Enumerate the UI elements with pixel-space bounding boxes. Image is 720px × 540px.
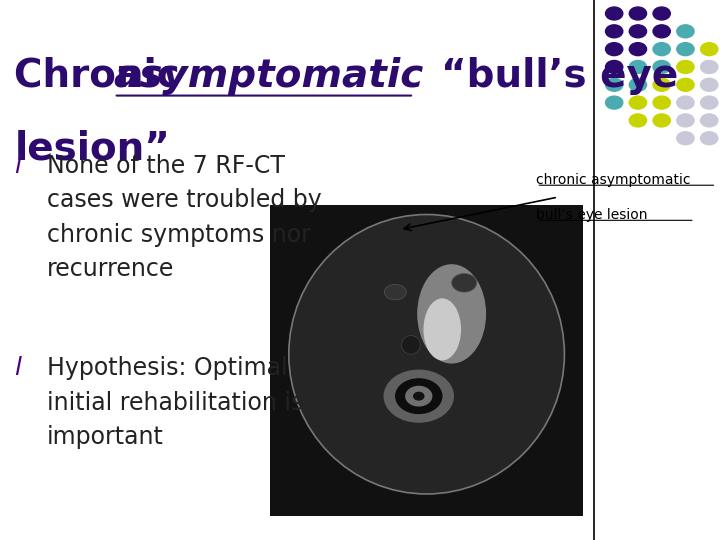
Circle shape [384, 370, 454, 422]
Circle shape [677, 60, 694, 73]
Ellipse shape [384, 285, 406, 300]
Text: Chronic: Chronic [14, 57, 194, 94]
Circle shape [606, 43, 623, 56]
Circle shape [653, 7, 670, 20]
Circle shape [677, 78, 694, 91]
Circle shape [606, 25, 623, 38]
Circle shape [629, 7, 647, 20]
Text: asymptomatic: asymptomatic [114, 57, 424, 94]
Circle shape [653, 96, 670, 109]
Circle shape [653, 60, 670, 73]
Text: l: l [14, 356, 22, 380]
Circle shape [629, 96, 647, 109]
Circle shape [606, 78, 623, 91]
Text: chronic asymptomatic: chronic asymptomatic [536, 173, 691, 187]
Circle shape [653, 114, 670, 127]
Text: Hypothesis: Optimal
initial rehabilitation is
important: Hypothesis: Optimal initial rehabilitati… [47, 356, 303, 449]
Ellipse shape [423, 298, 461, 361]
Circle shape [701, 132, 718, 145]
Circle shape [677, 43, 694, 56]
Text: lesion”: lesion” [14, 130, 170, 167]
Circle shape [677, 114, 694, 127]
Text: bull’s eye lesion: bull’s eye lesion [536, 208, 648, 222]
Circle shape [701, 43, 718, 56]
Circle shape [677, 132, 694, 145]
Text: “bull’s eye: “bull’s eye [414, 57, 678, 94]
Circle shape [701, 60, 718, 73]
Circle shape [606, 60, 623, 73]
Circle shape [629, 114, 647, 127]
Circle shape [701, 78, 718, 91]
Circle shape [606, 7, 623, 20]
Circle shape [629, 60, 647, 73]
Text: l: l [14, 154, 22, 178]
Circle shape [677, 25, 694, 38]
Circle shape [629, 43, 647, 56]
Circle shape [629, 25, 647, 38]
Bar [270, 205, 583, 516]
Circle shape [677, 96, 694, 109]
Circle shape [629, 78, 647, 91]
Ellipse shape [402, 335, 420, 354]
Circle shape [606, 96, 623, 109]
Circle shape [653, 25, 670, 38]
Ellipse shape [451, 274, 477, 292]
Circle shape [396, 379, 442, 414]
Circle shape [653, 43, 670, 56]
Circle shape [414, 393, 424, 400]
Ellipse shape [417, 264, 486, 363]
Circle shape [701, 114, 718, 127]
Circle shape [653, 78, 670, 91]
Circle shape [406, 387, 432, 406]
Text: None of the 7 RF-CT
cases were troubled by
chronic symptoms nor
recurrence: None of the 7 RF-CT cases were troubled … [47, 154, 322, 281]
Circle shape [701, 96, 718, 109]
Ellipse shape [289, 214, 564, 494]
